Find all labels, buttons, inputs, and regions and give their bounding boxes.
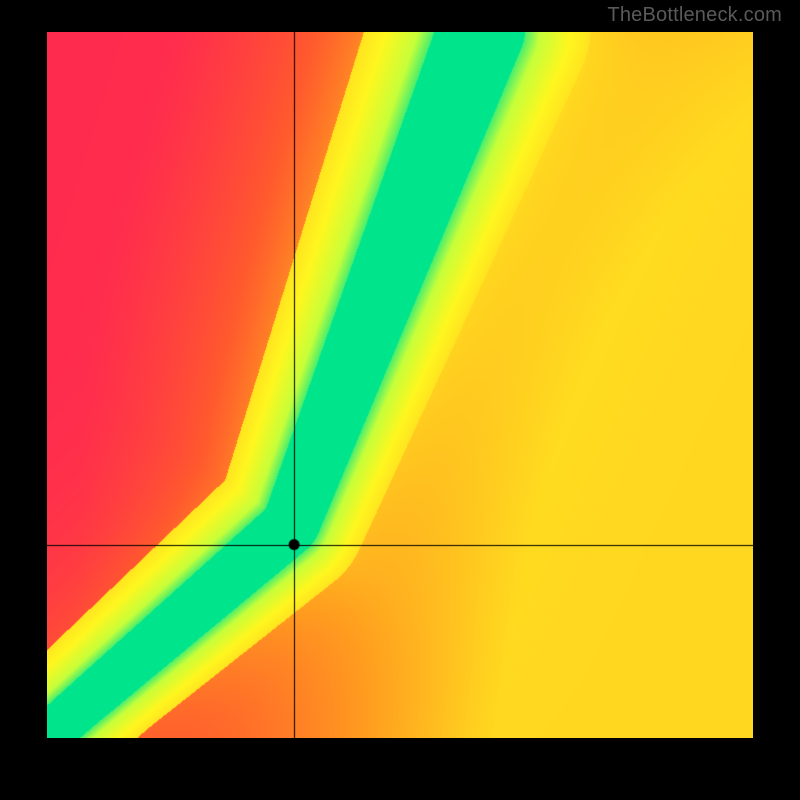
watermark-label: TheBottleneck.com <box>607 4 782 27</box>
chart-container: TheBottleneck.com <box>0 0 800 800</box>
heatmap-canvas <box>47 32 753 738</box>
heatmap-plot <box>47 32 753 738</box>
